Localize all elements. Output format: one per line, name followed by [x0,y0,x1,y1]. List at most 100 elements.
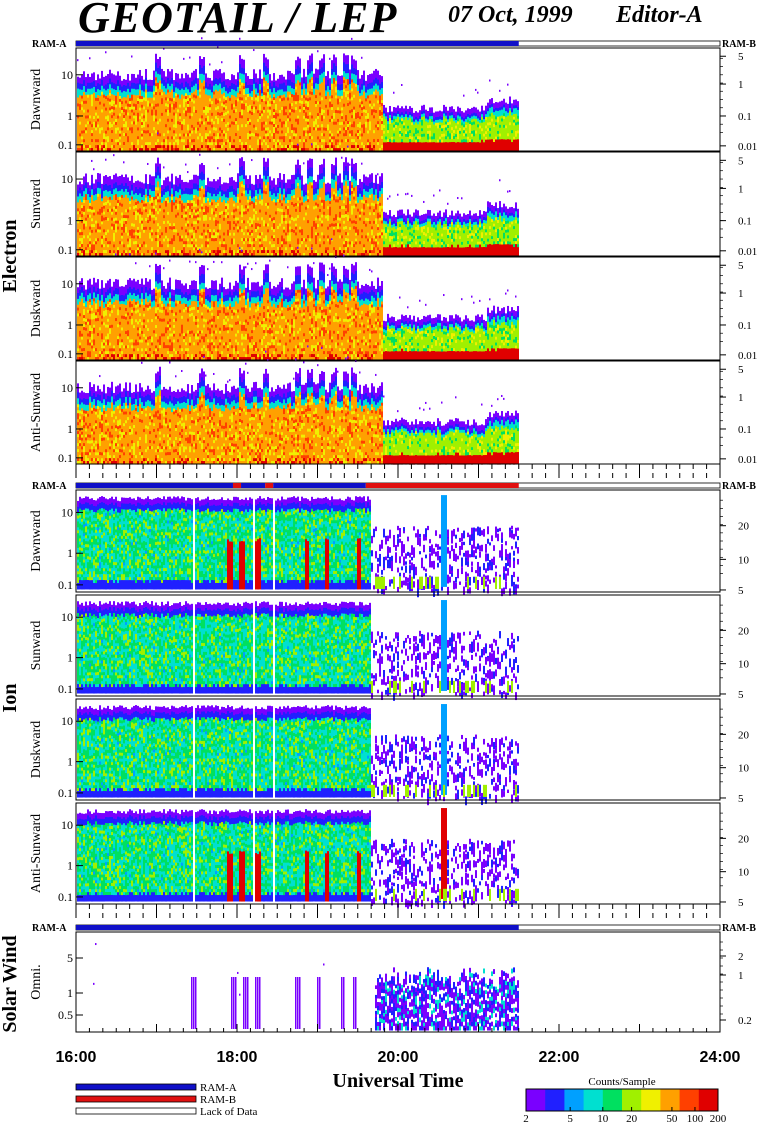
spectrogram-cell [347,127,349,130]
spectrogram-cell [153,83,155,87]
spectrogram-cell [377,83,379,87]
spectrogram-cell [357,124,359,128]
spectrogram-cell [291,94,293,98]
spectrogram-cell [363,121,365,125]
spectrogram-cell [165,85,167,89]
spectrogram-cell [351,94,353,98]
spectrogram-cell [123,124,125,128]
spectrogram-cell [299,61,301,65]
spectrogram-cell [247,79,249,83]
spectrogram-cell [389,121,391,125]
spectrogram-cell [345,76,347,80]
spectrogram-cell [299,130,301,134]
spectrogram-cell [165,136,167,140]
spectrogram-cell [351,103,353,107]
spectrogram-cell [357,139,359,143]
spectrogram-cell [213,89,215,93]
spectrogram-cell [377,121,379,125]
spectrogram-cell [309,82,311,86]
spectrogram-cell [371,118,373,122]
spectrogram-cell [389,139,391,143]
spectrogram-cell [351,118,353,122]
spectrogram-cell [205,112,207,116]
spectrogram-cell [153,133,155,137]
spectrogram-cell [381,82,383,86]
spectrogram-cell [321,142,323,146]
spectrogram-cell [255,77,257,81]
spectrogram-cell [321,133,323,137]
spectrogram-cell [309,115,311,119]
spectrogram-cell [389,127,391,131]
spectrogram-cell [357,100,359,104]
spectrogram-cell [217,73,219,77]
spectrogram-cell [389,124,391,128]
spectrogram-cell [401,145,403,149]
spectrogram-cell [409,127,411,131]
spectrogram-cell [451,136,453,140]
spectrogram-cell [285,112,287,116]
spectrogram-cell [91,103,93,107]
spectrogram-cell [153,142,155,146]
spectrogram-cell [381,139,383,143]
spectrogram-cell [285,109,287,113]
spectrogram-cell [291,142,293,146]
spectrogram-cell [165,112,167,116]
spectrogram-cell [205,124,207,128]
spectrogram-cell [111,112,113,116]
spectrogram-cell [377,91,379,95]
spectrogram-cell [153,121,155,125]
spectrogram-cell [123,97,125,101]
spectrogram-cell [321,118,323,122]
spectrogram-cell [213,118,215,122]
spectrogram-cell [225,115,227,119]
spectrogram-cell [273,76,275,80]
spectrogram-cell [371,88,373,92]
spectrogram-cell [213,100,215,104]
spectrogram-cell [245,73,247,77]
spectrogram-cell [255,106,257,110]
spectrogram-cell [213,71,215,75]
spectrogram-cell [239,64,241,68]
spectrogram-cell [111,76,113,80]
spectrogram-cell [239,127,241,131]
spectrogram-speck [351,38,353,40]
spectrogram-cell [291,115,293,119]
spectrogram-cell [213,83,215,87]
spectrogram-cell [309,139,311,143]
spectrogram-cell [111,145,113,149]
spectrogram-cell [123,142,125,146]
spectrogram-cell [235,121,237,125]
spectrogram-cell [377,97,379,101]
spectrogram-cell [255,74,257,78]
spectrogram-cell [235,109,237,113]
spectrogram-cell [321,91,323,95]
spectrogram-cell [91,136,93,140]
spectrogram-cell [409,121,411,125]
spectrogram-cell [285,88,287,92]
spectrogram-cell [345,115,347,119]
spectrogram-cell [309,88,311,92]
spectrogram-cell [247,103,249,107]
spectrogram-cell [245,127,247,131]
spectrogram-cell [409,130,411,134]
spectrogram-cell [381,76,383,80]
spectrogram-cell [221,100,223,104]
spectrogram-cell [153,97,155,101]
spectrogram-cell [409,112,411,116]
spectrogram-speck [105,51,107,53]
spectrogram-cell [371,97,373,101]
spectrogram-cell [469,142,471,146]
spectrogram-cell [363,127,365,131]
spectrogram-cell [235,136,237,140]
spectrogram-cell [351,67,353,71]
spectrogram-cell [377,109,379,113]
spectrogram-cell [321,64,323,68]
spectrogram-cell [285,133,287,137]
spectrogram-cell [371,109,373,113]
spectrogram-cell [347,97,349,101]
spectrogram-cell [213,74,215,78]
spectrogram-cell [377,136,379,140]
spectrogram-cell [247,91,249,95]
spectrogram-cell [251,136,253,140]
spectrogram-cell [251,133,253,137]
